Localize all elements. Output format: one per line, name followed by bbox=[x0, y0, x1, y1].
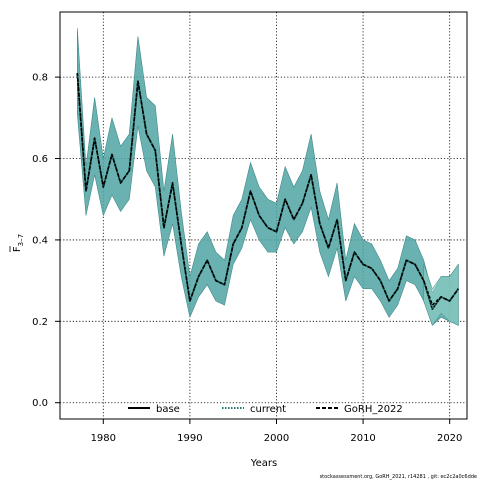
x-tick-label: 2020 bbox=[437, 433, 462, 444]
y-tick-label: 0.2 bbox=[32, 317, 48, 328]
series-line-gorh-2022 bbox=[76, 72, 459, 306]
y-tick-label: 0.6 bbox=[32, 154, 48, 165]
y-axis-title: F3–7 bbox=[9, 234, 25, 252]
confidence-band-area bbox=[77, 28, 459, 326]
y-ticks: 0.0 0.2 0.4 0.6 0.8 bbox=[32, 73, 60, 409]
series-line-current bbox=[76, 72, 459, 310]
confidence-band-extension bbox=[423, 263, 459, 326]
y-axis-title-main: F bbox=[12, 246, 23, 252]
x-tick-label: 1990 bbox=[177, 433, 202, 444]
legend-label-current: current bbox=[250, 404, 286, 415]
y-axis-title-sub: 3–7 bbox=[17, 234, 25, 246]
y-tick-label: 0.4 bbox=[32, 235, 48, 246]
grid-lines bbox=[60, 12, 467, 419]
x-axis-title: Years bbox=[250, 458, 277, 469]
plot-frame bbox=[59, 11, 468, 420]
x-tick-label: 2000 bbox=[264, 433, 289, 444]
x-tick-label: 2010 bbox=[350, 433, 375, 444]
y-tick-label: 0.8 bbox=[32, 73, 48, 84]
x-ticks: 1980 1990 2000 2010 2020 bbox=[91, 419, 462, 444]
legend-label-gorh-2022: GoRH_2022 bbox=[344, 404, 403, 415]
x-tick-label: 1980 bbox=[91, 433, 116, 444]
footer-credit: stockassessment.org, GoRH_2021, r14281 ,… bbox=[320, 474, 477, 480]
legend-label-base: base bbox=[156, 404, 180, 415]
legend: base current GoRH_2022 bbox=[128, 404, 403, 415]
svg-text:F3–7: F3–7 bbox=[12, 234, 25, 252]
series-lines bbox=[76, 72, 459, 310]
y-tick-label: 0.0 bbox=[32, 398, 48, 409]
confidence-band bbox=[77, 28, 459, 326]
